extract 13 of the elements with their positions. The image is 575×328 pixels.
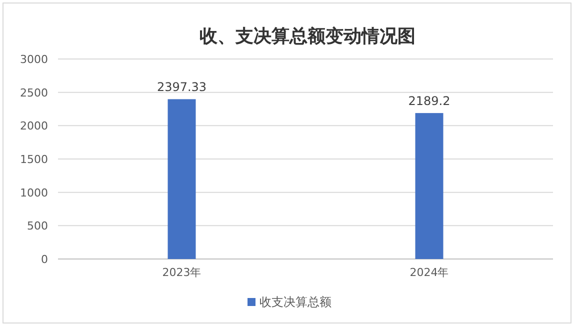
y-tick-label: 2000	[20, 120, 48, 133]
y-tick-label: 500	[27, 220, 48, 233]
legend-label: 收支决算总额	[260, 295, 332, 309]
y-tick-label: 1000	[20, 186, 48, 200]
chart-title: 收、支决算总额变动情况图	[200, 26, 416, 47]
data-label: 2397.33	[156, 80, 207, 94]
y-tick-label: 3000	[20, 53, 48, 66]
y-tick-label: 2500	[20, 86, 48, 100]
x-tick-label: 2024年	[410, 266, 449, 279]
y-tick-label: 1500	[20, 153, 48, 166]
data-label: 2189.2	[408, 94, 450, 108]
x-tick-label: 2023年	[162, 266, 202, 279]
y-tick-label: 0	[41, 253, 48, 266]
